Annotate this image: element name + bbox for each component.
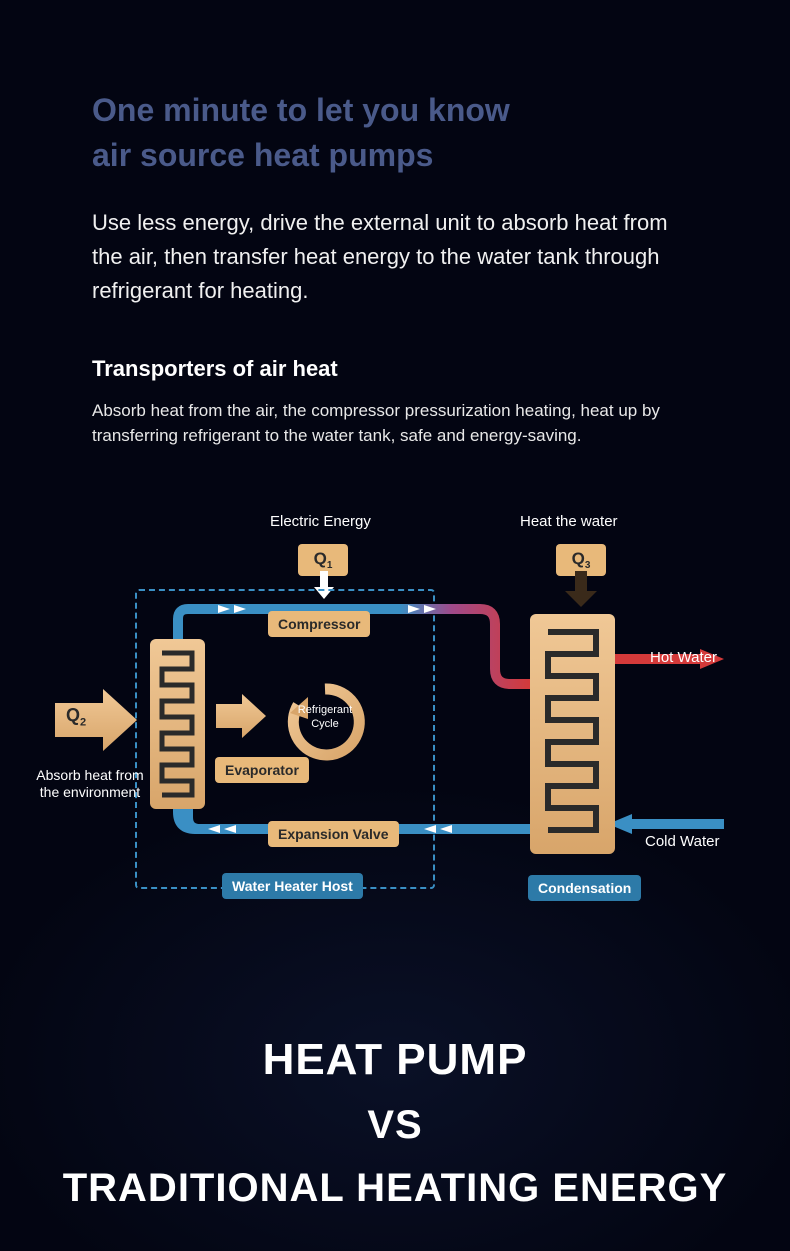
compressor-tag: Compressor (268, 611, 370, 637)
section-subtext: Absorb heat from the air, the compressor… (92, 398, 698, 449)
footer-line3: TRADITIONAL HEATING ENERGY (0, 1166, 790, 1211)
condenser-coil (530, 614, 615, 854)
intro-text: Use less energy, drive the external unit… (92, 206, 698, 308)
condenser-coil-lines-icon (530, 614, 615, 854)
section-subhead: Transporters of air heat (92, 356, 698, 382)
footer-line1: HEAT PUMP (0, 1035, 790, 1085)
title-line1: One minute to let you know (92, 92, 510, 128)
heat-pump-diagram: Electric Energy Heat the water Q1 Q3 (0, 489, 790, 949)
water-heater-host-tag: Water Heater Host (222, 873, 363, 899)
q2-label-wrap: Q2 (66, 705, 86, 729)
expansion-valve-tag: Expansion Valve (268, 821, 399, 847)
hot-water-label: Hot Water (650, 649, 717, 666)
condensation-tag: Condensation (528, 875, 641, 901)
absorb-label: Absorb heat from the environment (30, 767, 150, 802)
page-title: One minute to let you know air source he… (92, 88, 698, 178)
title-line2: air source heat pumps (92, 137, 433, 173)
refrigerant-cycle-label: Refrigerant Cycle (296, 704, 354, 732)
footer-headline: HEAT PUMP VS TRADITIONAL HEATING ENERGY (0, 1035, 790, 1211)
refrigerant-arrow-icon (216, 694, 266, 738)
cold-water-label: Cold Water (645, 833, 719, 850)
footer-line2: VS (0, 1103, 790, 1148)
q2-sub: 2 (80, 716, 86, 728)
evaporator-coil (150, 639, 205, 809)
evaporator-coil-lines-icon (150, 639, 205, 809)
q2-label: Q (66, 705, 80, 725)
